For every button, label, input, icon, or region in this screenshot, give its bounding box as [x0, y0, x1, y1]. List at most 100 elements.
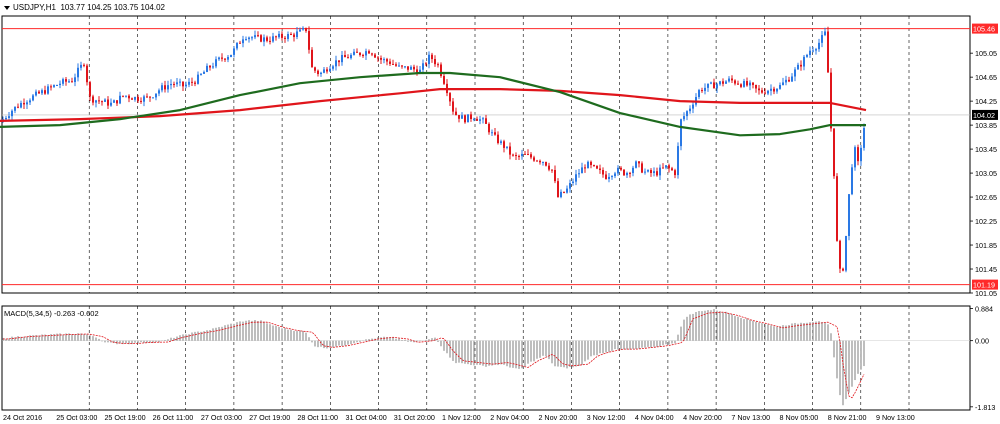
candle	[368, 49, 370, 54]
candle	[806, 53, 808, 58]
candle-body	[170, 83, 172, 86]
candle	[125, 95, 127, 98]
candle-body	[134, 96, 136, 100]
candle-body	[326, 69, 328, 72]
candle	[311, 47, 313, 68]
candle	[101, 100, 103, 106]
candle-body	[470, 114, 472, 119]
candle	[44, 85, 46, 95]
candle	[11, 109, 13, 120]
candle-body	[395, 64, 397, 66]
candle	[332, 64, 334, 71]
candle	[779, 82, 781, 90]
time-tick-label: 1 Nov 12:00	[442, 413, 481, 422]
candle-body	[665, 165, 667, 168]
candle-body	[320, 72, 322, 75]
candle	[227, 55, 229, 63]
candle	[65, 77, 67, 86]
candle-body	[56, 85, 58, 87]
candle-body	[44, 90, 46, 94]
candle-body	[584, 167, 586, 169]
candle-body	[377, 57, 379, 59]
candle	[176, 77, 178, 87]
candle-body	[701, 90, 703, 92]
candle-body	[692, 104, 694, 109]
candle	[716, 82, 718, 93]
candle-body	[689, 108, 691, 112]
candle-body	[8, 116, 10, 118]
candle-body	[365, 51, 367, 56]
candle	[320, 71, 322, 77]
candle-body	[713, 82, 715, 89]
candle	[344, 50, 346, 58]
candle-body	[530, 154, 532, 158]
candle	[548, 162, 550, 172]
candle-body	[431, 54, 433, 60]
candle-body	[218, 57, 220, 60]
candle	[605, 170, 607, 180]
macd-panel: 0.884 0.00 -1.813	[2, 304, 995, 412]
candle	[611, 175, 613, 180]
candle	[212, 62, 214, 69]
candle	[539, 159, 541, 165]
candle-body	[803, 56, 805, 67]
candle-body	[824, 31, 826, 36]
candle	[491, 129, 493, 136]
candle	[857, 144, 859, 166]
candle-body	[80, 64, 82, 68]
candle	[638, 161, 640, 168]
candle	[323, 67, 325, 74]
candle-body	[734, 80, 736, 84]
candle	[278, 30, 280, 39]
candle-body	[428, 54, 430, 65]
price-tick-label: 101.05	[975, 289, 997, 298]
candle-body	[506, 146, 508, 148]
candle-body	[728, 78, 730, 82]
price-tick-label: 103.05	[975, 169, 997, 178]
candle	[236, 42, 238, 51]
candle	[350, 53, 352, 60]
candle	[425, 61, 427, 66]
price-tag-label: 105.46	[973, 25, 995, 34]
candle-body	[356, 51, 358, 53]
candle-body	[827, 31, 829, 73]
candle	[107, 96, 109, 109]
price-tag-label: 104.02	[973, 111, 995, 120]
candle-body	[554, 170, 556, 182]
candle-body	[407, 66, 409, 70]
candle	[470, 111, 472, 122]
candle-body	[839, 240, 841, 269]
candle-body	[86, 65, 88, 83]
candle	[587, 160, 589, 169]
price-tick-label: 101.45	[975, 265, 997, 274]
candle-body	[464, 115, 466, 123]
candle	[650, 168, 652, 177]
candle	[104, 98, 106, 102]
candle	[203, 70, 205, 74]
candle	[254, 30, 256, 40]
candle-body	[239, 42, 241, 44]
candle	[80, 61, 82, 71]
candle	[764, 88, 766, 95]
moving-averages	[0, 71, 867, 137]
dropdown-arrow-icon[interactable]	[4, 5, 10, 10]
candle-body	[389, 61, 391, 64]
candle-body	[716, 84, 718, 89]
candle	[383, 57, 385, 64]
candle-body	[452, 101, 454, 112]
candle-body	[254, 35, 256, 38]
candle-body	[314, 67, 316, 71]
candle-body	[368, 51, 370, 54]
candle	[422, 59, 424, 75]
candle-body	[674, 170, 676, 176]
candle-body	[449, 93, 451, 102]
candle-body	[383, 59, 385, 61]
candle	[758, 85, 760, 95]
candle	[572, 178, 574, 186]
candle-body	[293, 34, 295, 38]
candle-body	[608, 176, 610, 179]
candle-body	[566, 188, 568, 193]
candle	[365, 48, 367, 60]
ohlc-values: 103.77 104.25 103.75 104.02	[60, 3, 165, 12]
